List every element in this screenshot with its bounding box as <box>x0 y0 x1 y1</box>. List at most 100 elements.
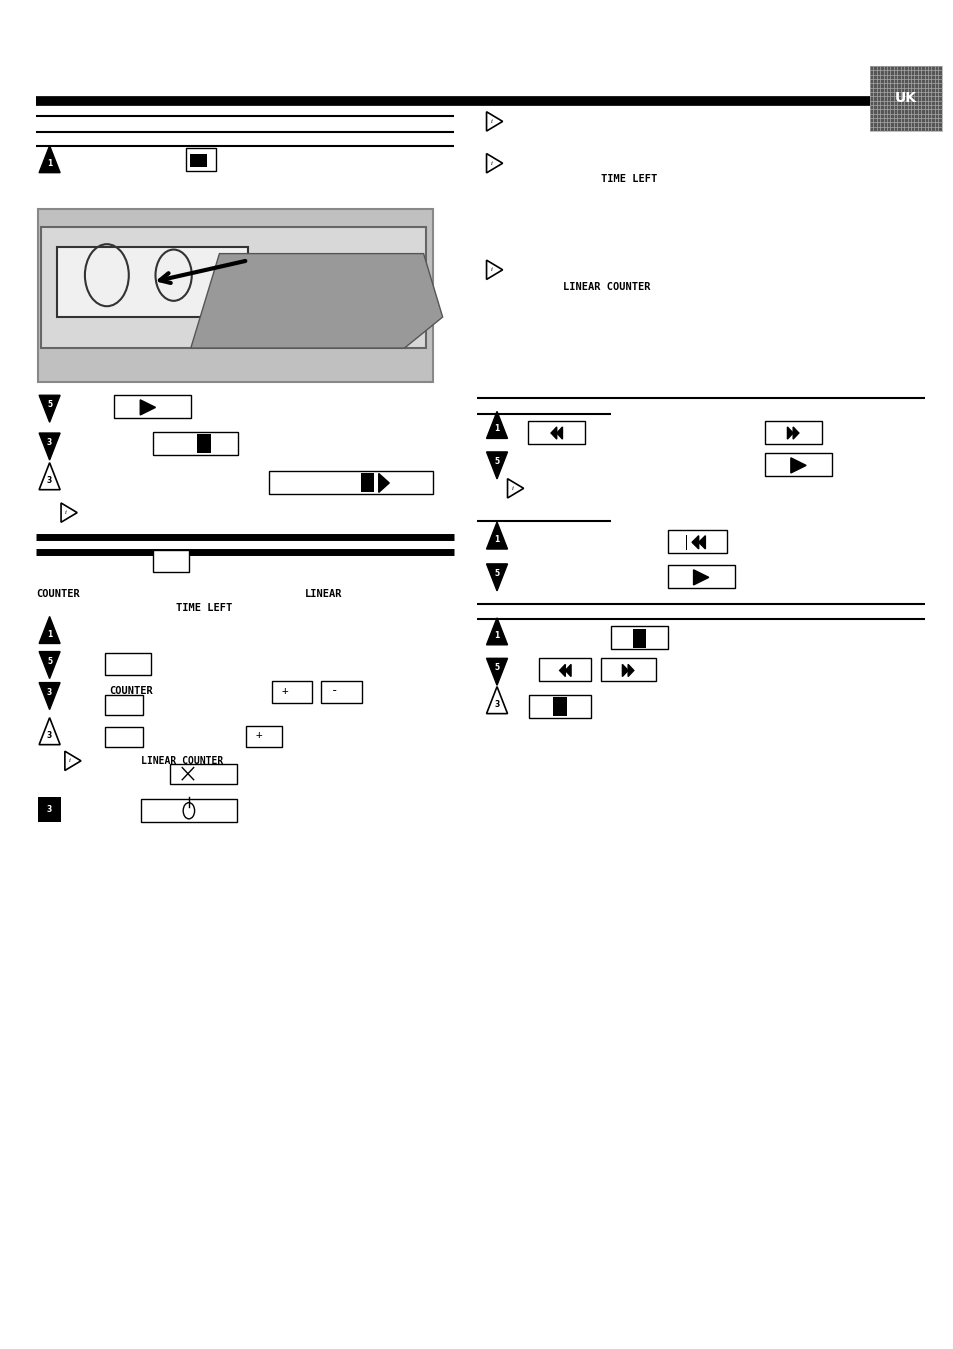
Text: 3: 3 <box>47 438 52 447</box>
Bar <box>170 764 236 784</box>
Bar <box>600 658 656 681</box>
Polygon shape <box>61 503 77 522</box>
Text: 1: 1 <box>494 536 499 544</box>
Bar <box>105 653 151 674</box>
Bar <box>553 697 566 716</box>
Text: i: i <box>490 119 492 124</box>
Polygon shape <box>39 395 60 422</box>
Polygon shape <box>486 154 502 173</box>
Polygon shape <box>557 426 562 440</box>
Polygon shape <box>691 536 698 549</box>
Polygon shape <box>559 665 565 677</box>
Text: LINEAR: LINEAR <box>305 588 342 599</box>
Polygon shape <box>39 463 60 490</box>
Polygon shape <box>486 522 507 549</box>
Text: i: i <box>511 486 513 491</box>
Bar <box>685 534 686 550</box>
Bar <box>764 421 821 444</box>
Bar <box>105 695 143 715</box>
Bar <box>48 247 105 328</box>
Text: 3: 3 <box>47 688 52 696</box>
Text: 5: 5 <box>47 657 52 665</box>
Text: 1: 1 <box>494 631 499 639</box>
Text: LINEAR COUNTER: LINEAR COUNTER <box>141 755 223 766</box>
Bar <box>141 799 236 822</box>
Polygon shape <box>39 433 60 460</box>
Bar <box>869 66 941 131</box>
Text: COUNTER: COUNTER <box>110 685 153 696</box>
Bar <box>667 530 726 553</box>
Text: +: + <box>255 730 262 741</box>
Text: -: - <box>331 684 338 697</box>
Bar <box>38 209 433 382</box>
Bar <box>152 550 189 572</box>
Polygon shape <box>486 658 507 685</box>
Bar <box>360 473 374 492</box>
Bar <box>632 629 645 648</box>
Text: COUNTER: COUNTER <box>36 588 80 599</box>
Polygon shape <box>698 536 704 549</box>
Text: 1: 1 <box>47 630 52 638</box>
Bar <box>321 681 361 703</box>
Polygon shape <box>39 616 60 643</box>
Text: 3: 3 <box>494 700 499 708</box>
Text: LINEAR COUNTER: LINEAR COUNTER <box>562 282 650 293</box>
Polygon shape <box>486 260 502 279</box>
Text: 3: 3 <box>47 731 52 739</box>
Bar <box>105 727 143 747</box>
Bar <box>186 148 215 171</box>
Text: i: i <box>490 161 492 166</box>
Polygon shape <box>565 665 571 677</box>
Polygon shape <box>486 564 507 591</box>
Bar <box>114 395 191 418</box>
Bar <box>529 695 591 718</box>
Polygon shape <box>39 652 60 679</box>
Bar <box>246 726 282 747</box>
Bar <box>269 471 433 494</box>
Polygon shape <box>486 618 507 645</box>
Text: 1: 1 <box>47 159 52 167</box>
Text: 5: 5 <box>494 457 499 465</box>
Bar <box>190 154 207 167</box>
Bar <box>527 421 584 444</box>
Polygon shape <box>39 718 60 745</box>
Polygon shape <box>39 146 60 173</box>
Polygon shape <box>621 665 627 677</box>
Text: 3: 3 <box>47 476 52 484</box>
Bar <box>610 626 667 649</box>
Polygon shape <box>486 452 507 479</box>
Text: 5: 5 <box>494 664 499 672</box>
Bar <box>152 432 238 455</box>
Polygon shape <box>486 112 502 131</box>
Text: 3: 3 <box>47 805 52 813</box>
Polygon shape <box>486 687 507 714</box>
Bar <box>41 227 426 348</box>
Bar <box>538 658 591 681</box>
Polygon shape <box>486 411 507 438</box>
Text: 5: 5 <box>494 569 499 577</box>
Polygon shape <box>693 569 708 585</box>
Text: TIME LEFT: TIME LEFT <box>176 603 233 614</box>
Text: +: + <box>281 685 288 696</box>
Text: 5: 5 <box>47 401 52 409</box>
Polygon shape <box>507 479 523 498</box>
Polygon shape <box>786 426 792 440</box>
Text: TIME LEFT: TIME LEFT <box>600 174 657 185</box>
Polygon shape <box>140 399 155 415</box>
Text: i: i <box>490 267 492 272</box>
Bar <box>57 247 248 317</box>
Polygon shape <box>792 426 798 440</box>
Bar <box>272 681 312 703</box>
Bar <box>764 453 831 476</box>
Bar <box>197 434 211 453</box>
Text: i: i <box>69 758 71 764</box>
Text: UK: UK <box>894 92 916 105</box>
Polygon shape <box>627 665 633 677</box>
Text: 1: 1 <box>494 425 499 433</box>
Polygon shape <box>551 426 557 440</box>
Text: i: i <box>65 510 67 515</box>
Bar <box>38 797 61 822</box>
Polygon shape <box>65 751 81 770</box>
Bar <box>667 565 734 588</box>
Polygon shape <box>378 473 389 492</box>
